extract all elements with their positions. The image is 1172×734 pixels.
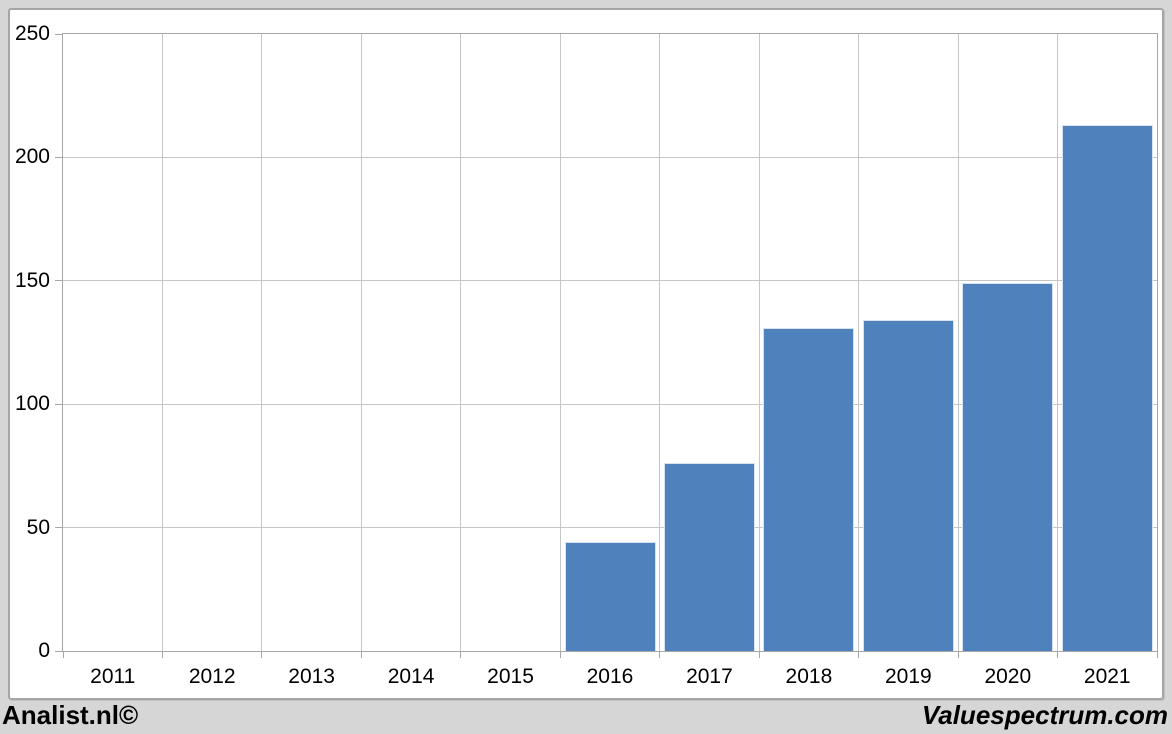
y-axis-tick: [55, 156, 62, 158]
bar-2020: [962, 283, 1054, 651]
gridline-vertical: [957, 34, 959, 651]
x-tick-label: 2011: [90, 665, 136, 688]
y-axis-tick: [55, 33, 62, 35]
gridline-vertical: [261, 34, 263, 651]
bar-2021: [1061, 125, 1153, 651]
x-axis-tick: [1156, 651, 1158, 658]
x-tick-label: 2016: [586, 665, 634, 688]
x-tick-label: 2020: [984, 665, 1032, 688]
y-tick-label: 50: [26, 515, 50, 539]
bar-2019: [862, 320, 954, 651]
gridline-vertical: [161, 34, 163, 651]
gridline-vertical: [758, 34, 760, 651]
gridline-vertical: [1057, 34, 1059, 651]
x-tick-label: 2012: [188, 665, 236, 688]
footer: Analist.nl© Valuespectrum.com: [0, 700, 1172, 734]
x-tick-label: 2015: [487, 665, 534, 688]
y-tick-label: 200: [14, 145, 50, 169]
x-tick-label: 2019: [884, 665, 932, 688]
x-axis-tick: [62, 651, 64, 658]
chart-container: 0 50 100 150 200 250 2011 2012 2013 2014 2015 2016 2…: [8, 8, 1164, 700]
x-axis-tick: [460, 651, 462, 658]
gridline-vertical: [460, 34, 462, 651]
y-tick-label: 150: [14, 268, 50, 292]
x-tick-label: 2014: [387, 665, 435, 688]
gridline-horizontal: [63, 280, 1157, 282]
plot-area: 0 50 100 150 200 250 2011 2012 2013 2014 2015 2016 2…: [15, 23, 1158, 688]
gridline-horizontal: [63, 156, 1157, 158]
y-tick-label: 100: [14, 392, 50, 416]
analist-brand-label: Analist.nl©: [2, 700, 139, 730]
y-axis-tick: [55, 650, 62, 652]
x-axis-tick: [161, 651, 163, 658]
gridline-vertical: [559, 34, 561, 651]
gridline-vertical: [360, 34, 362, 651]
bar-2016: [564, 542, 656, 651]
x-axis-tick: [360, 651, 362, 658]
x-tick-label: 2018: [785, 665, 833, 688]
bar-2018: [763, 327, 855, 651]
gridline-horizontal: [63, 527, 1157, 529]
x-tick-label: 2013: [288, 665, 335, 688]
y-tick-label: 0: [38, 639, 50, 662]
x-tick-label: 2021: [1083, 665, 1131, 688]
x-axis-tick: [559, 651, 561, 658]
y-tick-label: 250: [14, 22, 50, 45]
x-axis-tick: [957, 651, 959, 658]
x-axis-tick: [758, 651, 760, 658]
gridline-horizontal: [63, 403, 1157, 405]
x-axis-tick: [261, 651, 263, 658]
x-axis-tick: [858, 651, 860, 658]
y-axis-tick: [55, 527, 62, 529]
gridline-vertical: [858, 34, 860, 651]
y-axis-tick: [55, 280, 62, 282]
x-tick-label: 2017: [686, 665, 733, 688]
x-axis-tick: [659, 651, 661, 658]
bar-2017: [663, 463, 755, 651]
x-axis-tick: [1057, 651, 1059, 658]
y-axis-tick: [55, 403, 62, 405]
valuespectrum-brand-label: Valuespectrum.com: [921, 700, 1168, 730]
gridline-vertical: [659, 34, 661, 651]
